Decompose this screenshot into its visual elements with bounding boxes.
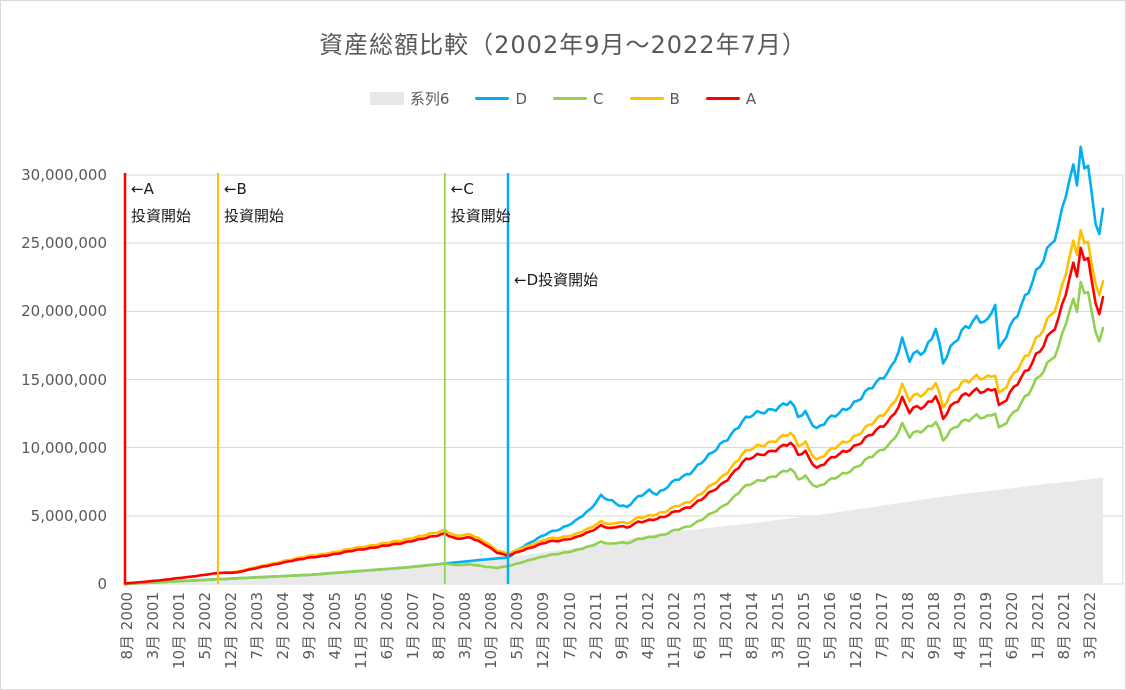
legend-item-C: C	[553, 89, 604, 108]
y-tick-label: 30,000,000	[21, 166, 107, 184]
start-annotation-B: ←B 投資開始	[223, 180, 284, 225]
legend-swatch-A	[705, 97, 740, 100]
y-tick-label: 5,000,000	[30, 506, 107, 525]
legend-swatch-C	[553, 97, 588, 100]
legend-swatch-系列6	[369, 92, 404, 105]
legend-label: A	[745, 89, 757, 108]
y-tick-label: 15,000,000	[21, 370, 107, 389]
start-annotation-A: ←A 投資開始	[131, 180, 192, 225]
legend-swatch-B	[629, 97, 664, 100]
series-line-B	[216, 228, 1105, 575]
legend-label: C	[593, 89, 604, 108]
y-tick-label: 10,000,000	[21, 438, 107, 457]
legend-item-A: A	[705, 89, 757, 108]
y-tick-label: 0	[97, 575, 107, 593]
legend-swatch-D	[475, 97, 510, 100]
y-tick-label: 25,000,000	[21, 234, 107, 253]
series-line-A	[123, 246, 1105, 585]
legend-label: B	[669, 89, 680, 108]
y-tick-label: 20,000,000	[21, 302, 107, 321]
start-annotation-D: ←D投資開始	[514, 271, 599, 289]
series-area-系列6	[125, 477, 1103, 584]
series-line-C	[123, 280, 1105, 586]
legend-label: D	[515, 89, 528, 108]
legend-item-系列6: 系列6	[369, 88, 450, 109]
legend-item-D: D	[475, 90, 527, 108]
legend-item-B: B	[629, 89, 680, 108]
chart-title: 資産総額比較（2002年9月～2022年7月）	[319, 31, 807, 59]
start-annotation-C: ←C 投資開始	[450, 180, 511, 225]
legend: 系列6 D C B A	[1, 88, 1125, 109]
legend-label: 系列6	[409, 90, 450, 108]
